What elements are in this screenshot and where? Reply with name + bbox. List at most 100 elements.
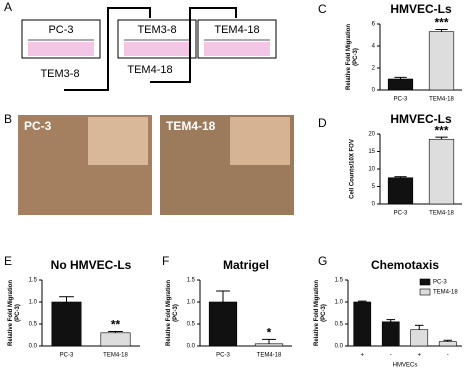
y-tick-label: 1.0 <box>187 300 196 306</box>
error-bar <box>443 339 453 342</box>
y-tick-label: 15 <box>368 149 375 155</box>
error-bar <box>394 76 407 79</box>
error-bar <box>59 296 74 302</box>
panel-label: A <box>4 0 12 14</box>
well <box>117 19 197 59</box>
y-axis-label: Cell Counts/10X FOV <box>350 139 356 199</box>
significance: *** <box>434 123 448 137</box>
x-tick-label: - <box>447 353 449 359</box>
error-bar <box>262 338 276 344</box>
bar <box>381 321 400 347</box>
panel-label: C <box>318 2 327 16</box>
y-tick-label: 1.5 <box>29 278 38 284</box>
x-tick-label: TEM4-18 <box>257 353 282 359</box>
panel-label: E <box>4 254 12 268</box>
y-tick-label: 0.5 <box>187 322 196 328</box>
y-tick-label: 1.0 <box>29 300 38 306</box>
chart-title: HMVEC-Ls <box>390 112 452 126</box>
y-tick-label: 6 <box>372 22 376 28</box>
error-bar <box>357 300 367 302</box>
bar <box>208 301 238 347</box>
panel-label: G <box>318 254 327 268</box>
error-bar <box>108 330 123 333</box>
arrow <box>150 7 237 83</box>
x-tick-label: TEM4-18 <box>429 211 454 217</box>
arrow <box>64 7 151 91</box>
y-tick-label: 20 <box>368 132 375 138</box>
bar <box>428 138 455 205</box>
well <box>197 19 277 59</box>
media <box>204 42 270 56</box>
y-tick-label: 2 <box>372 66 376 72</box>
significance: * <box>267 326 272 340</box>
bar <box>410 329 429 347</box>
y-axis-label: Relative Fold Migration <box>166 280 172 346</box>
y-tick-label: 0.0 <box>29 344 38 350</box>
bar <box>51 301 82 347</box>
bar <box>438 341 457 347</box>
y-axis-label: Relative Fold Migration <box>314 280 320 346</box>
x-tick-label: PC-3 <box>394 211 408 217</box>
inset <box>88 117 148 165</box>
y-axis-label: (PC-3) <box>15 304 21 322</box>
x-tick-label: PC-3 <box>216 353 230 359</box>
bar <box>387 78 414 91</box>
x-tick-label: - <box>390 353 392 359</box>
y-tick-label: 0.0 <box>187 344 196 350</box>
y-tick-label: 0.0 <box>335 344 344 350</box>
error-bar <box>435 29 448 32</box>
x-tick-label: TEM4-18 <box>429 97 454 103</box>
error-bar <box>435 136 448 140</box>
chart-title: No HMVEC-Ls <box>51 258 132 272</box>
chart-title: HMVEC-Ls <box>390 2 452 16</box>
legend-label: PC-3 <box>433 280 447 286</box>
error-bar <box>394 176 407 178</box>
output-label: TEM4-18 <box>127 64 172 76</box>
significance: ** <box>111 318 121 332</box>
output-label: TEM3-8 <box>40 68 79 80</box>
y-axis-label: (PC-3) <box>173 304 179 322</box>
x-tick-label: PC-3 <box>394 97 408 103</box>
y-tick-label: 1.5 <box>187 278 196 284</box>
well-label: PC-3 <box>48 24 73 36</box>
y-tick-label: 1.5 <box>335 278 344 284</box>
y-tick-label: 0 <box>372 202 376 208</box>
y-tick-label: 0.5 <box>335 322 344 328</box>
x-tick-label: + <box>417 353 421 359</box>
y-tick-label: 10 <box>368 167 375 173</box>
media <box>28 42 94 56</box>
significance: *** <box>434 16 448 30</box>
legend-swatch <box>419 278 431 286</box>
panel-label: F <box>162 254 169 268</box>
y-tick-label: 0.5 <box>29 322 38 328</box>
bar <box>254 343 284 347</box>
y-tick-label: 4 <box>372 44 376 50</box>
bar <box>428 31 455 91</box>
image-label: TEM4-18 <box>166 119 216 133</box>
error-bar <box>414 324 424 330</box>
y-axis-label: Relative Fold Migration <box>346 24 352 90</box>
panel-label: B <box>4 112 12 126</box>
media <box>124 42 190 56</box>
well <box>21 19 101 59</box>
y-axis-label: (PC-3) <box>321 304 327 322</box>
x-tick-label: TEM4-18 <box>103 353 128 359</box>
image-label: PC-3 <box>24 119 52 133</box>
legend-swatch <box>419 288 431 296</box>
y-axis-label: (PC-3) <box>353 48 359 66</box>
well-label: TEM3-8 <box>137 24 176 36</box>
panel-label: D <box>318 116 327 130</box>
x-tick-label: PC-3 <box>60 353 74 359</box>
y-tick-label: 0 <box>372 88 376 94</box>
bar <box>387 177 414 205</box>
error-bar <box>386 319 396 322</box>
chart-title: Chemotaxis <box>371 258 439 272</box>
inset <box>230 117 290 165</box>
bar <box>353 301 372 347</box>
legend-label: TEM4-18 <box>433 290 458 296</box>
y-tick-label: 5 <box>372 184 376 190</box>
error-bar <box>216 290 230 302</box>
x-tick-label: + <box>360 353 364 359</box>
chart-title: Matrigel <box>223 258 269 272</box>
